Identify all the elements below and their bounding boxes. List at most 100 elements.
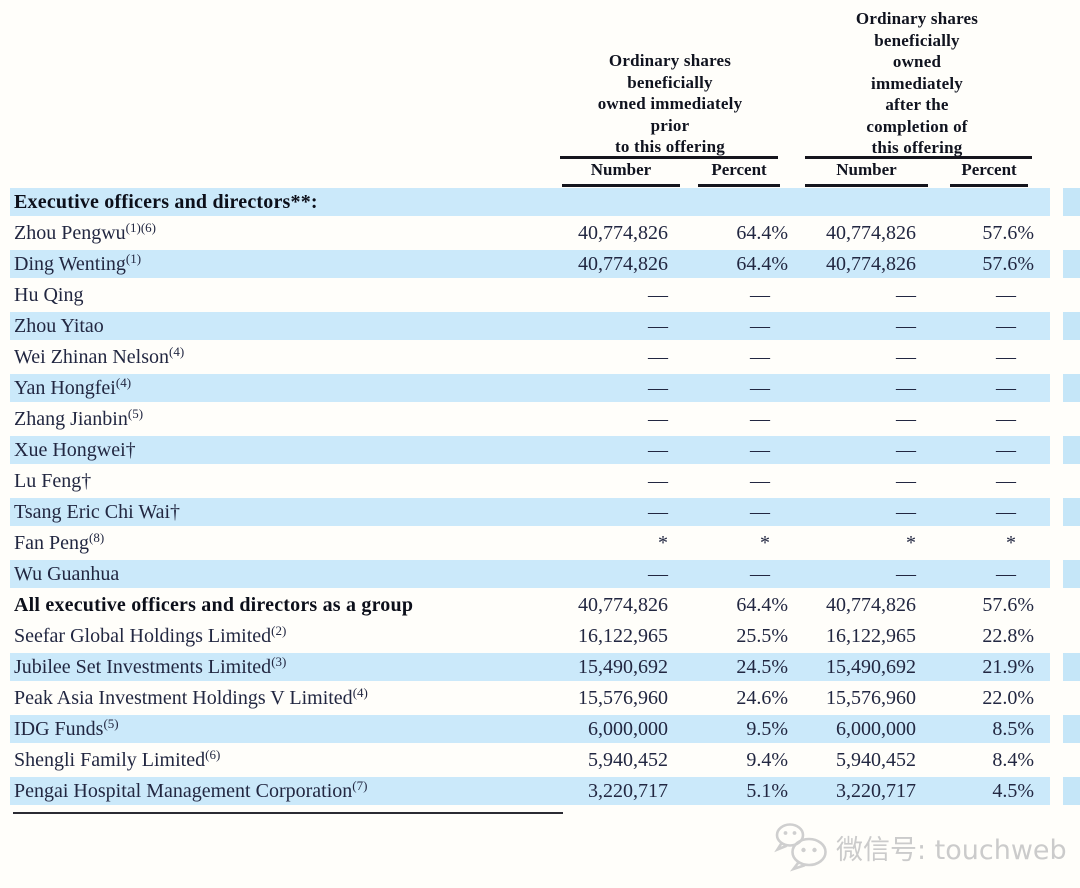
row-label-text: Ding Wenting (14, 253, 126, 275)
cell-number-prior: 40,774,826 (578, 253, 668, 275)
row-label-footnote-ref: (4) (352, 685, 368, 700)
table-row: Zhang Jianbin(5) — — — — (0, 404, 1080, 435)
cell-number-prior: — (648, 315, 668, 337)
cell-number-prior: — (648, 408, 668, 430)
row-label-footnote-ref: (3) (271, 654, 287, 669)
cell-percent-after: 22.8% (982, 625, 1034, 647)
row-stripe-edge (1063, 653, 1080, 681)
cell-percent-after: 22.0% (982, 687, 1034, 709)
row-label-text: Zhou Yitao (14, 315, 104, 337)
row-label-footnote-ref: (5) (103, 716, 119, 731)
cell-percent-after: 57.6% (982, 594, 1034, 616)
row-label-text: Executive officers and directors**: (14, 191, 318, 213)
cell-number-after: — (896, 439, 916, 461)
cell-percent-prior: — (750, 563, 770, 585)
table-row: Peak Asia Investment Holdings V Limited(… (0, 683, 1080, 714)
row-label-text: Peak Asia Investment Holdings V Limited (14, 687, 353, 709)
cell-number-after: — (896, 315, 916, 337)
row-stripe (10, 250, 1050, 278)
row-stripe (10, 653, 1050, 681)
cell-percent-after: 4.5% (992, 780, 1034, 802)
cell-number-prior: — (648, 346, 668, 368)
row-stripe (10, 374, 1050, 402)
cell-percent-prior: 9.4% (746, 749, 788, 771)
column-underline-number-prior (562, 184, 680, 187)
row-label-text: Shengli Family Limited (14, 749, 206, 771)
cell-percent-after: — (996, 315, 1016, 337)
row-stripe (10, 715, 1050, 743)
row-label-footnote-ref: (7) (352, 778, 368, 793)
cell-number-prior: 15,576,960 (578, 687, 668, 709)
row-label-text: Xue Hongwei† (14, 439, 136, 461)
column-header-percent-prior: Percent (711, 160, 767, 179)
cell-number-after: — (896, 470, 916, 492)
row-label: Wu Guanhua (0, 563, 538, 586)
cell-percent-after: — (996, 563, 1016, 585)
footnote-separator (13, 812, 563, 814)
row-label-footnote-ref: (8) (89, 530, 105, 545)
row-stripe (10, 312, 1050, 340)
shareholders-table: Executive officers and directors**: Zhou … (0, 187, 1080, 807)
row-label-text: Fan Peng (14, 532, 89, 554)
column-header-number-prior: Number (590, 160, 652, 179)
cell-percent-after: 21.9% (982, 656, 1034, 678)
cell-number-after: 6,000,000 (836, 718, 916, 740)
table-row: Shengli Family Limited(6) 5,940,452 9.4% 5,… (0, 745, 1080, 776)
cell-number-prior: 6,000,000 (588, 718, 668, 740)
row-label-text: Seefar Global Holdings Limited (14, 625, 272, 647)
cell-number-after: * (906, 532, 916, 554)
cell-number-after: — (896, 408, 916, 430)
row-stripe-edge (1063, 188, 1080, 216)
row-stripe (10, 777, 1050, 805)
cell-percent-after: — (996, 501, 1016, 523)
row-stripe-edge (1063, 715, 1080, 743)
row-label: Zhou Pengwu(1)(6) (0, 220, 538, 245)
cell-number-prior: — (648, 501, 668, 523)
table-row: Xue Hongwei† — — — — (0, 435, 1080, 466)
cell-number-after: — (896, 284, 916, 306)
column-group-header-after: Ordinary shares beneficially owned immed… (855, 9, 979, 157)
cell-percent-prior: * (760, 532, 770, 554)
row-stripe (10, 188, 1050, 216)
cell-number-prior: — (648, 563, 668, 585)
cell-number-after: — (896, 501, 916, 523)
table-row: Seefar Global Holdings Limited(2) 16,122,… (0, 621, 1080, 652)
cell-percent-after: — (996, 470, 1016, 492)
row-stripe-edge (1063, 777, 1080, 805)
row-label: Yan Hongfei(4) (0, 375, 538, 400)
cell-number-prior: * (658, 532, 668, 554)
row-label: Peak Asia Investment Holdings V Limited(… (0, 685, 538, 710)
cell-percent-after: 57.6% (982, 253, 1034, 275)
cell-percent-prior: — (750, 284, 770, 306)
cell-percent-after: 57.6% (982, 222, 1034, 244)
cell-percent-after: — (996, 284, 1016, 306)
row-stripe-edge (1063, 498, 1080, 526)
row-stripe-edge (1063, 374, 1080, 402)
row-label: Zhou Yitao (0, 315, 538, 338)
row-label-text: Hu Qing (14, 284, 84, 306)
row-label-text: Zhang Jianbin (14, 408, 128, 430)
row-label: Xue Hongwei† (0, 439, 538, 462)
table-row: Ding Wenting(1) 40,774,826 64.4% 40,774,826… (0, 249, 1080, 280)
cell-number-prior: — (648, 439, 668, 461)
cell-percent-prior: — (750, 315, 770, 337)
cell-number-prior: 40,774,826 (578, 222, 668, 244)
row-label-text: Tsang Eric Chi Wai† (14, 501, 181, 523)
group-underline-prior (560, 156, 778, 159)
table-row: Tsang Eric Chi Wai† — — — — (0, 497, 1080, 528)
row-label-text: Pengai Hospital Management Corporation (14, 780, 353, 802)
cell-number-prior: 16,122,965 (578, 625, 668, 647)
row-stripe (10, 498, 1050, 526)
cell-percent-after: 8.4% (992, 749, 1034, 771)
cell-percent-after: * (1006, 532, 1016, 554)
column-underline-percent-prior (698, 184, 780, 187)
wechat-icon (774, 823, 827, 872)
cell-number-after: 40,774,826 (826, 222, 916, 244)
table-row: Wei Zhinan Nelson(4) — — — — (0, 342, 1080, 373)
column-group-header-prior: Ordinary shares beneficially owned immed… (597, 51, 743, 156)
row-label-text: Wei Zhinan Nelson (14, 346, 170, 368)
cell-percent-prior: 64.4% (736, 594, 788, 616)
table-row: Pengai Hospital Management Corporation(7… (0, 776, 1080, 807)
row-label: Fan Peng(8) (0, 530, 538, 555)
row-label-text: All executive officers and directors as … (14, 594, 414, 616)
